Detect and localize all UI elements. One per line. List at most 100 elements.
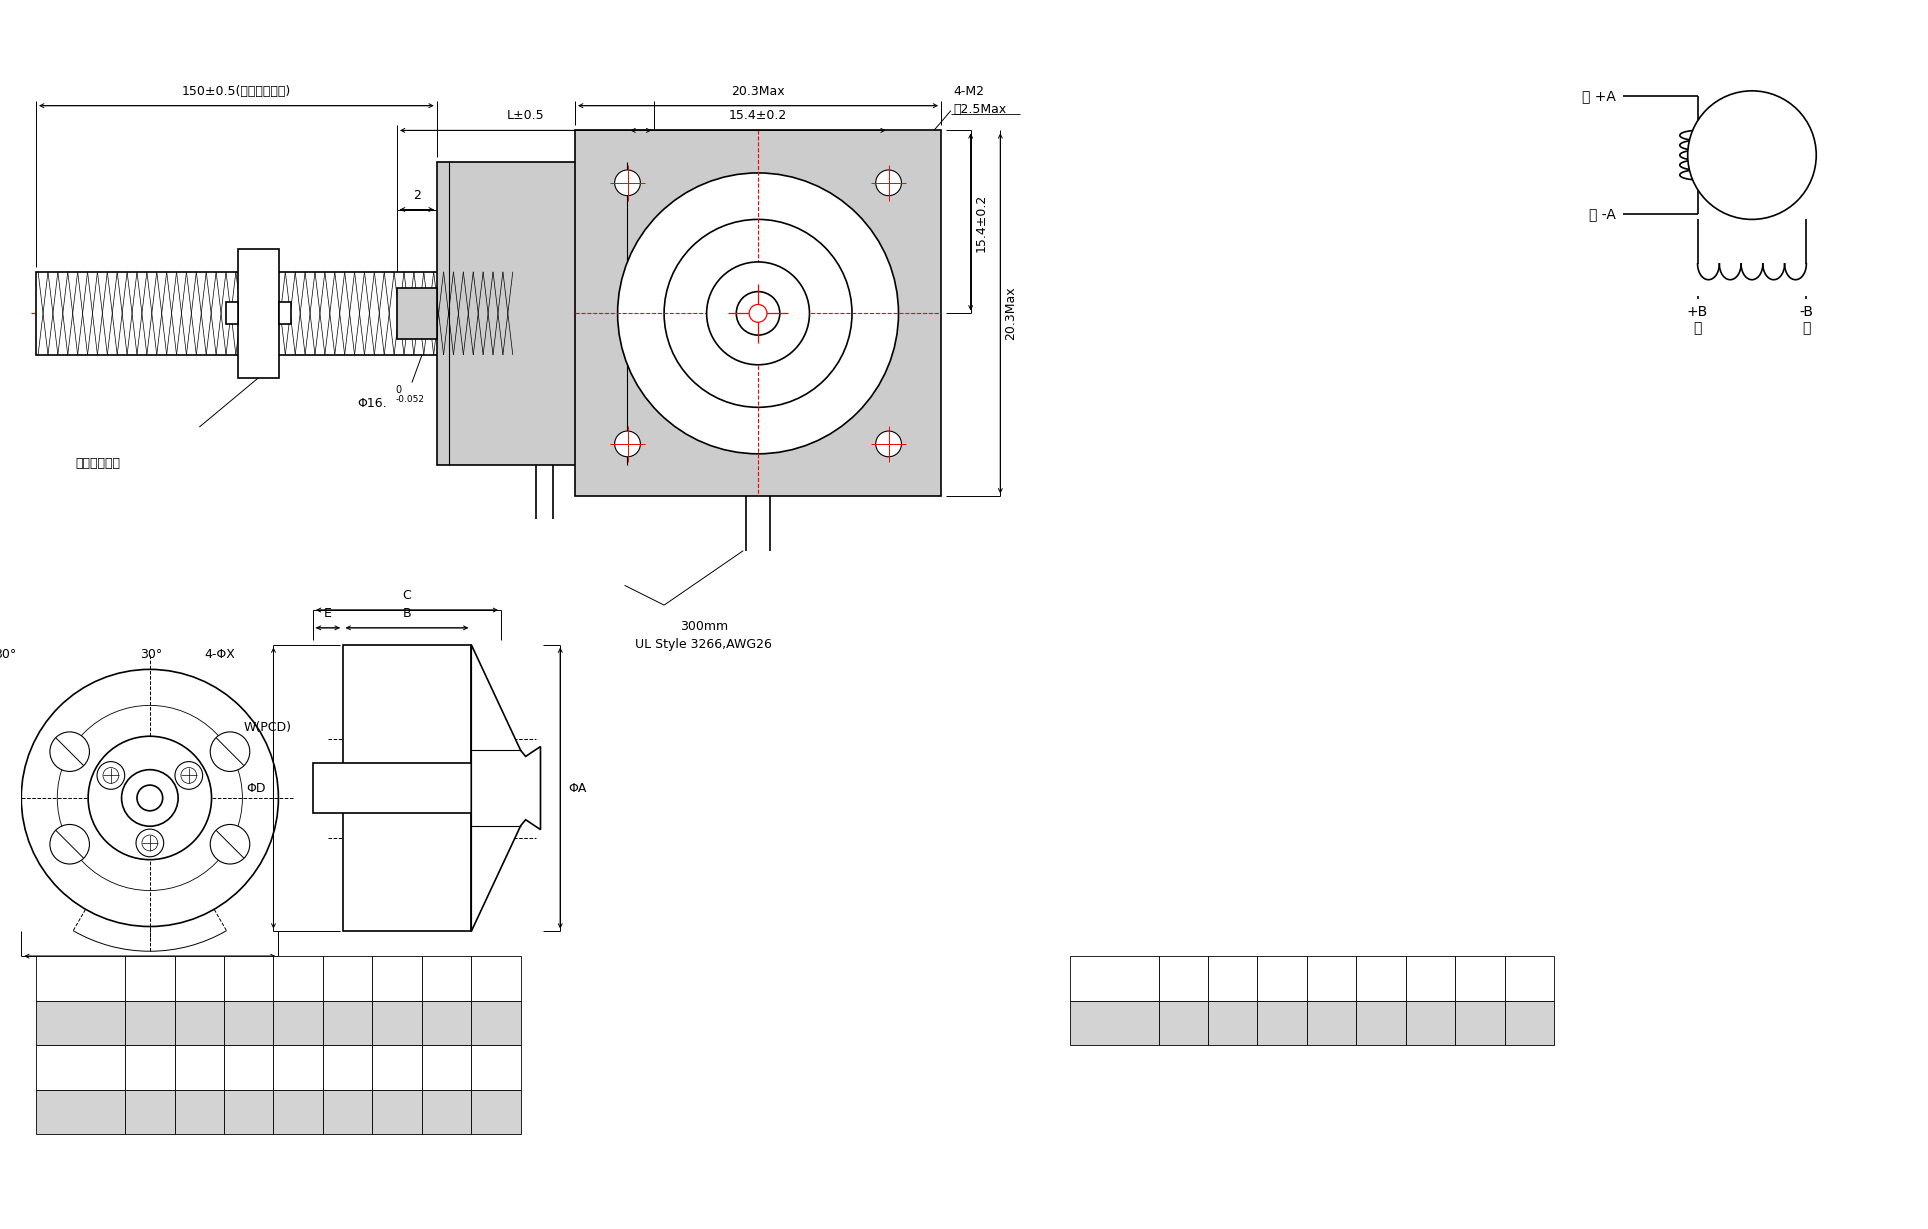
Bar <box>1504 956 1554 1000</box>
Bar <box>343 645 470 932</box>
Circle shape <box>181 768 197 783</box>
Bar <box>1504 1000 1554 1045</box>
Bar <box>175 1000 224 1045</box>
Bar <box>1159 956 1209 1000</box>
Text: UL Style 3266,AWG26: UL Style 3266,AWG26 <box>634 638 771 650</box>
Circle shape <box>102 768 120 783</box>
Circle shape <box>210 732 251 772</box>
Bar <box>372 1045 422 1090</box>
Bar <box>322 956 372 1000</box>
Bar <box>274 956 322 1000</box>
Text: H: H <box>1427 972 1434 984</box>
Text: 9: 9 <box>343 1061 351 1074</box>
Bar <box>224 956 274 1000</box>
Bar <box>470 1045 521 1090</box>
Text: L±0.5: L±0.5 <box>507 109 544 123</box>
Bar <box>37 1090 125 1134</box>
Text: +B: +B <box>1687 306 1708 320</box>
Text: B: B <box>195 972 204 984</box>
Text: 20: 20 <box>143 1105 158 1118</box>
Text: 9: 9 <box>343 1016 351 1030</box>
Bar <box>422 1000 470 1045</box>
Bar <box>274 1045 322 1090</box>
Bar <box>224 1000 274 1045</box>
Circle shape <box>1687 91 1816 220</box>
Text: 15: 15 <box>438 1105 455 1118</box>
Text: A: A <box>147 972 154 984</box>
Bar <box>175 1090 224 1134</box>
Text: -B: -B <box>1799 306 1814 320</box>
Bar <box>1456 956 1504 1000</box>
Text: 蓝 -A: 蓝 -A <box>1589 208 1616 221</box>
Bar <box>1307 956 1357 1000</box>
Bar <box>37 272 505 355</box>
Text: D: D <box>1326 972 1336 984</box>
Text: 外部线性螺母: 外部线性螺母 <box>75 457 121 469</box>
Text: 4-ΦX: 4-ΦX <box>204 648 235 661</box>
Text: W: W <box>1473 972 1486 984</box>
Circle shape <box>175 762 202 789</box>
Text: 150±0.5(可自定义长度): 150±0.5(可自定义长度) <box>181 85 291 98</box>
Bar <box>175 1045 224 1090</box>
Text: 15: 15 <box>1473 1016 1488 1030</box>
Bar <box>1257 1000 1307 1045</box>
Text: 3: 3 <box>195 1061 202 1074</box>
Bar <box>372 1000 422 1045</box>
Text: 0502.5: 0502.5 <box>58 1105 102 1118</box>
Text: 3: 3 <box>195 1105 202 1118</box>
Bar <box>312 763 501 812</box>
Text: 10: 10 <box>291 1105 307 1118</box>
Circle shape <box>875 431 902 457</box>
Text: 15: 15 <box>438 1061 455 1074</box>
Bar <box>422 1090 470 1134</box>
Bar <box>436 162 654 465</box>
Bar <box>322 1000 372 1045</box>
Text: 10: 10 <box>291 1016 307 1030</box>
Text: 绿: 绿 <box>1693 321 1702 336</box>
Text: 3: 3 <box>195 1016 202 1030</box>
Bar <box>470 956 521 1000</box>
Bar <box>1070 956 1159 1000</box>
Text: 0504: 0504 <box>1099 1016 1130 1030</box>
Circle shape <box>210 825 251 864</box>
Text: D: D <box>293 972 303 984</box>
Bar <box>1456 1000 1504 1045</box>
Text: H: H <box>145 968 154 981</box>
Text: 深2.5Max: 深2.5Max <box>952 102 1006 116</box>
Text: 20: 20 <box>143 1016 158 1030</box>
Bar <box>322 1090 372 1134</box>
Bar <box>37 1000 125 1045</box>
Circle shape <box>615 431 640 457</box>
Text: 20.3Max: 20.3Max <box>1004 286 1018 340</box>
Bar <box>1406 1000 1456 1045</box>
Bar <box>37 956 125 1000</box>
Text: 20: 20 <box>143 1061 158 1074</box>
Bar <box>1159 1000 1209 1045</box>
Bar <box>652 379 673 401</box>
Circle shape <box>21 670 278 927</box>
Bar <box>1257 956 1307 1000</box>
Text: M: M <box>1737 140 1768 170</box>
Text: 2.9: 2.9 <box>486 1061 505 1074</box>
Bar <box>237 249 280 377</box>
Bar <box>470 1090 521 1134</box>
Circle shape <box>663 220 852 407</box>
Circle shape <box>137 785 162 811</box>
Text: 12: 12 <box>241 1105 256 1118</box>
Text: 12: 12 <box>1274 1016 1290 1030</box>
Circle shape <box>875 170 902 195</box>
Bar <box>1070 1000 1159 1045</box>
Text: E: E <box>1377 972 1384 984</box>
Text: 10: 10 <box>1325 1016 1340 1030</box>
Bar <box>1307 1000 1357 1045</box>
Text: 14: 14 <box>1423 1016 1438 1030</box>
Text: 20.3Max: 20.3Max <box>731 85 785 98</box>
Bar <box>125 956 175 1000</box>
Text: 螺母尺寸: 螺母尺寸 <box>1099 972 1130 984</box>
Circle shape <box>143 834 158 850</box>
Text: 0501: 0501 <box>66 1016 96 1030</box>
Bar <box>372 1090 422 1134</box>
Text: 9: 9 <box>1377 1016 1384 1030</box>
Bar <box>422 1045 470 1090</box>
Text: 20: 20 <box>1176 1016 1192 1030</box>
